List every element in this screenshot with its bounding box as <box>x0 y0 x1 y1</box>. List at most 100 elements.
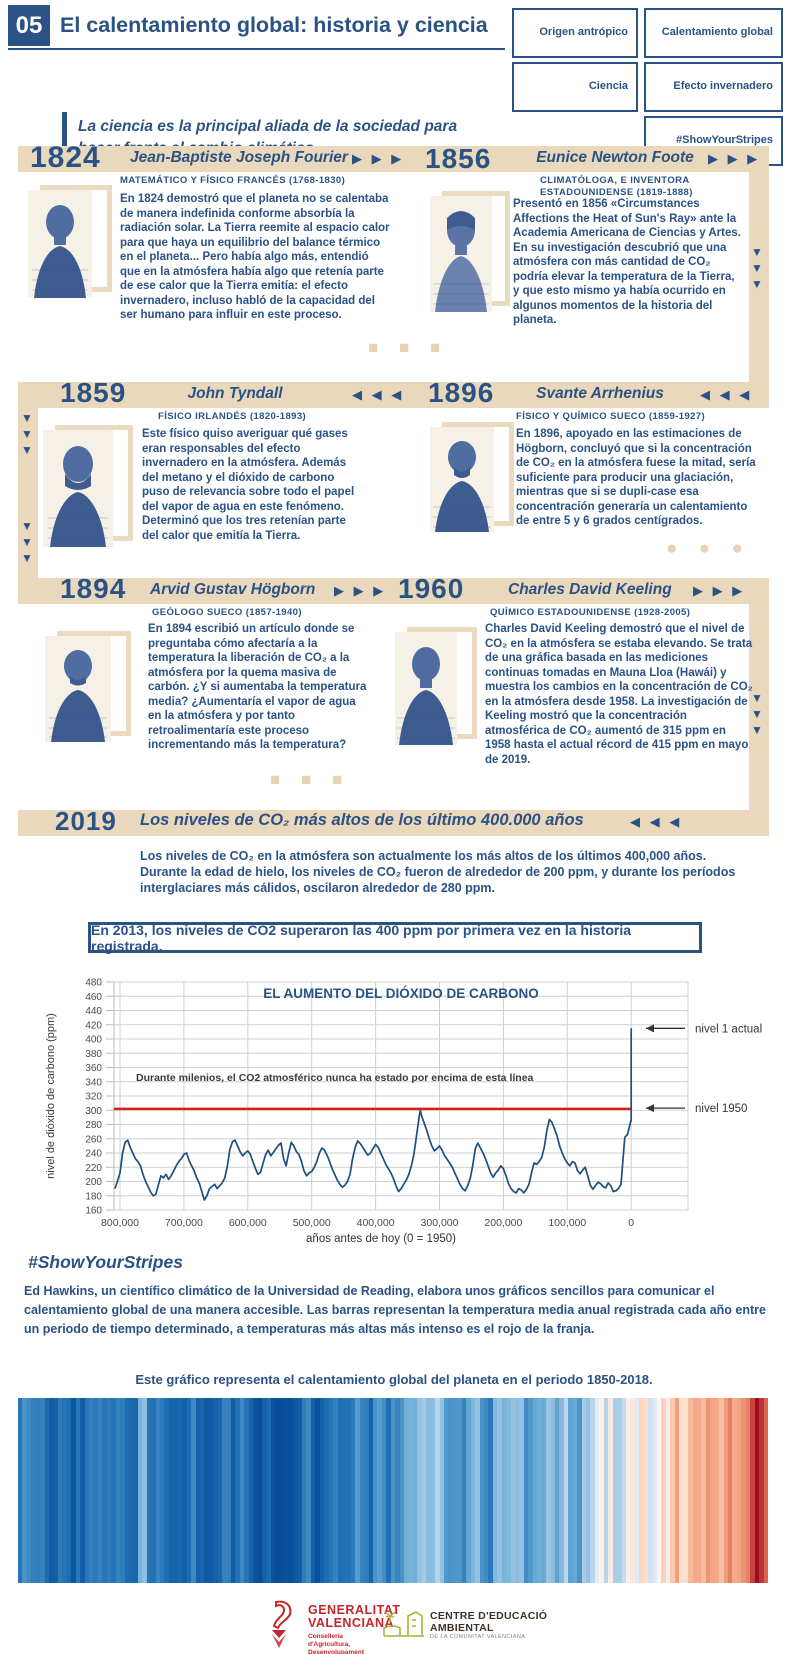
threshold-label: Durante milenios, el CO2 atmosférico nun… <box>136 1072 534 1084</box>
stripe <box>319 1398 325 1583</box>
stripe <box>177 1398 183 1583</box>
timeline-year-1896: 1896 <box>428 377 495 408</box>
stripe <box>754 1398 760 1583</box>
stripe <box>470 1398 476 1583</box>
stripe <box>581 1398 586 1583</box>
stripe <box>492 1398 498 1583</box>
stripe <box>146 1398 152 1583</box>
stripe <box>40 1398 45 1583</box>
stripe <box>364 1398 369 1583</box>
stripe <box>262 1398 267 1583</box>
y-tick-label: 160 <box>85 1206 102 1217</box>
stripe <box>111 1398 116 1583</box>
stripe <box>155 1398 160 1583</box>
stripe <box>634 1398 640 1583</box>
tag-calentamiento-global: Calentamiento global <box>644 8 783 58</box>
timeline-connector-right-1 <box>749 146 769 408</box>
stripe <box>674 1398 680 1583</box>
forward-arrows-icon: ▶ ▶ ▶ <box>693 583 746 598</box>
timeline-name-tyndall: John Tyndall <box>187 385 283 402</box>
timeline-band-row2 <box>18 382 769 408</box>
y-tick-label: 340 <box>85 1077 102 1088</box>
stripe <box>226 1398 231 1583</box>
stripe <box>199 1398 205 1583</box>
stripe <box>53 1398 58 1583</box>
centre-educacio-sub: DE LA COMUNITAT VALENCIANA <box>430 1634 526 1640</box>
stripe <box>679 1398 684 1583</box>
stripe <box>102 1398 107 1583</box>
stripe <box>368 1398 373 1583</box>
portrait-arrhenius <box>430 422 514 540</box>
centre-educacio-name: CENTRE D'EDUCACIÓ AMBIENTAL DE LA COMUNI… <box>430 1610 547 1640</box>
timeline-band-row3 <box>18 578 769 604</box>
connector-triangles-right-2: ▼ ▼ ▼ <box>751 692 763 736</box>
stripe <box>479 1398 484 1583</box>
highlight-2013-box: En 2013, los niveles de CO2 superaron la… <box>88 922 702 954</box>
stripe <box>488 1398 493 1583</box>
portrait-fourier-image <box>28 190 92 298</box>
stripe <box>444 1398 449 1583</box>
stripe <box>288 1398 294 1583</box>
stripe <box>337 1398 342 1583</box>
x-tick-label: 500,000 <box>293 1217 331 1229</box>
stripe <box>483 1398 489 1583</box>
y-tick-label: 300 <box>85 1106 102 1117</box>
stripe <box>497 1398 502 1583</box>
y-tick-label: 460 <box>85 992 102 1003</box>
back-arrows-icon: ◀ ◀ ◀ <box>700 387 753 402</box>
stripe <box>164 1398 169 1583</box>
stripe <box>328 1398 334 1583</box>
timeline-text-keeling: Charles David Keeling demostró que el ni… <box>485 623 753 766</box>
stripe <box>115 1398 121 1583</box>
stripe <box>257 1398 263 1583</box>
generalitat-name-line2: VALENCIANA <box>308 1616 395 1630</box>
triangle-down-icon: ▼ <box>21 535 33 549</box>
annotation-label: nivel 1 actual <box>695 1023 762 1035</box>
timeline-year-1824: 1824 <box>30 141 101 174</box>
stripe <box>621 1398 626 1583</box>
arrow-left-icon <box>646 1104 654 1113</box>
forward-arrows-icon: ▶ ▶ ▶ <box>708 151 761 166</box>
triangle-down-icon: ▼ <box>751 277 763 291</box>
stripe <box>18 1398 23 1583</box>
stripe <box>417 1398 422 1583</box>
stripe <box>404 1398 409 1583</box>
tag-origen-antropico: Origen antrópico <box>512 8 638 58</box>
stripe <box>475 1398 480 1583</box>
timeline-name-foote: Eunice Newton Foote <box>536 149 694 166</box>
stripe <box>421 1398 427 1583</box>
stripe <box>515 1398 520 1583</box>
stripe <box>523 1398 529 1583</box>
forward-arrows-icon: ▶ ▶ ▶ <box>334 583 387 598</box>
triangle-down-icon: ▼ <box>751 261 763 275</box>
stripe <box>350 1398 356 1583</box>
stripe <box>448 1398 453 1583</box>
stripe <box>168 1398 174 1583</box>
stripe <box>657 1398 662 1583</box>
timeline-band-row1 <box>18 146 769 172</box>
stripe <box>630 1398 635 1583</box>
stripe <box>275 1398 280 1583</box>
stripe <box>692 1398 697 1583</box>
stripe <box>359 1398 365 1583</box>
stripe <box>186 1398 192 1583</box>
timeline-role-keeling: QUÍMICO ESTADOUNIDENSE (1928-2005) <box>490 607 691 618</box>
y-tick-label: 200 <box>85 1177 102 1188</box>
stripe <box>386 1398 391 1583</box>
timeline-text-hogborn: En 1894 escribió un artículo donde se pr… <box>148 623 367 751</box>
x-tick-label: 400,000 <box>357 1217 395 1229</box>
y-tick-label: 320 <box>85 1092 102 1103</box>
stripe <box>26 1398 32 1583</box>
stripe <box>279 1398 285 1583</box>
stripe <box>590 1398 595 1583</box>
stripe <box>31 1398 36 1583</box>
stripe <box>297 1398 302 1583</box>
stripe <box>537 1398 542 1583</box>
centre-educacio-name-line1: CENTRE D'EDUCACIÓ <box>430 1610 548 1622</box>
stripe <box>395 1398 400 1583</box>
stripe <box>93 1398 98 1583</box>
portrait-tyndall-image <box>43 430 113 547</box>
x-axis-title: años antes de hoy (0 = 1950) <box>306 1233 456 1245</box>
timeline-name-arrhenius: Svante Arrhenius <box>536 385 664 402</box>
